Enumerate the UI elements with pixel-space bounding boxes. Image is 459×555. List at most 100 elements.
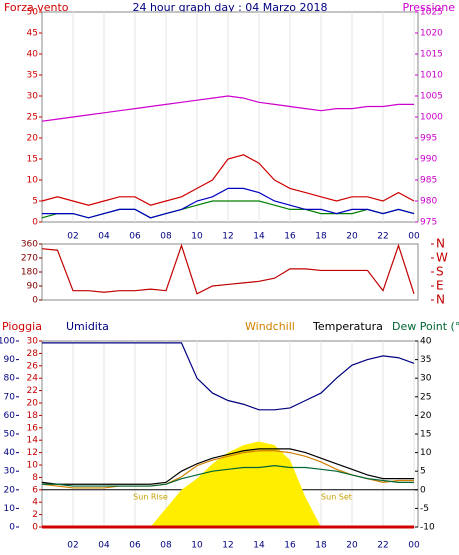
y-tick-label: 45 (27, 29, 38, 39)
y-tick-label: 20 (27, 134, 39, 144)
x-tick-label: 08 (160, 232, 172, 242)
x-tick-label: 18 (315, 232, 327, 242)
y-tick-label: 90 (27, 282, 39, 292)
y3-tick-label: 22 (27, 386, 38, 396)
y-tick-label: 30 (27, 92, 39, 102)
y-tick-label: 0 (9, 523, 15, 533)
y2-tick-label: 25 (420, 392, 431, 402)
y3-tick-label: 12 (27, 448, 38, 458)
y2-tick-label: 20 (420, 411, 432, 421)
y3-tick-label: 2 (32, 510, 38, 520)
x-tick-label: 14 (253, 232, 265, 242)
series-line (41, 95, 414, 122)
y2-tick-label: 1020 (420, 29, 443, 39)
legend-entry: Windchill (245, 320, 295, 333)
y2-tick-label: 985 (420, 176, 437, 186)
title: 24 hour graph day : 04 Marzo 2018 (132, 1, 327, 14)
y3-tick-label: 8 (32, 473, 38, 483)
y2-tick-label: E (436, 279, 444, 293)
plot-frame (41, 11, 419, 223)
y2-tick-label: 1025 (420, 8, 443, 18)
y-tick-label: 40 (27, 50, 39, 60)
y-tick-label: 70 (4, 392, 16, 402)
x-tick-label: 12 (222, 232, 233, 242)
y-tick-label: 270 (21, 254, 38, 264)
x-tick-label: 04 (98, 232, 110, 242)
x-tick-label: 14 (253, 541, 265, 551)
y-tick-label: 25 (27, 113, 38, 123)
x-tick-label: 10 (191, 232, 203, 242)
y-tick-label: 0 (32, 296, 38, 306)
y3-tick-label: 4 (32, 498, 38, 508)
y2-tick-label: N (436, 237, 445, 251)
y-tick-label: 90 (4, 355, 16, 365)
legend-entry: Pioggia (2, 320, 42, 333)
y2-tick-label: 40 (420, 337, 432, 347)
x-tick-label: 04 (98, 541, 110, 551)
y2-tick-label: 1015 (420, 50, 443, 60)
legend-entry: Temperatura (312, 320, 383, 333)
y3-tick-label: 28 (27, 349, 39, 359)
y3-tick-label: 0 (32, 523, 38, 533)
annotation: Sun Set (321, 493, 352, 502)
x-tick-label: 02 (67, 232, 78, 242)
y3-tick-label: 30 (27, 337, 39, 347)
x-tick-label: 06 (129, 541, 141, 551)
y-tick-label: 0 (32, 218, 38, 228)
series-line (41, 448, 414, 485)
x-tick-label: 20 (346, 232, 358, 242)
y2-tick-label: 30 (420, 374, 432, 384)
y-tick-label: 10 (27, 176, 39, 186)
legend-entry: Dew Point (°C (392, 320, 459, 333)
series-line (42, 465, 414, 487)
x-tick-label: 16 (284, 541, 296, 551)
y-tick-label: 50 (27, 8, 39, 18)
y-tick-label: 180 (21, 268, 38, 278)
y-tick-label: 10 (4, 504, 16, 514)
y3-tick-label: 20 (27, 399, 39, 409)
series-line (41, 154, 415, 206)
y2-tick-label: S (436, 265, 444, 279)
plot-frame (41, 243, 419, 301)
y2-tick-label: 0 (420, 485, 426, 495)
solar-area (42, 441, 414, 527)
x-tick-label: 12 (222, 541, 233, 551)
y2-tick-label: 990 (420, 155, 437, 165)
pressure-axis-label: Pressione (403, 1, 456, 14)
y-tick-label: 20 (4, 485, 16, 495)
y-tick-label: 360 (21, 240, 38, 250)
legend-entry: Umidita (66, 320, 109, 333)
y-tick-label: 5 (32, 197, 38, 207)
y2-tick-label: 5 (420, 467, 426, 477)
y-tick-label: 100 (0, 337, 15, 347)
y2-tick-label: 1010 (420, 71, 443, 81)
series-line (42, 187, 415, 219)
x-tick-label: 06 (129, 232, 141, 242)
y2-tick-label: -5 (420, 504, 429, 514)
series-line (42, 342, 415, 411)
y-tick-label: 30 (4, 467, 16, 477)
y2-tick-label: 35 (420, 355, 431, 365)
y-tick-label: 60 (4, 411, 16, 421)
x-tick-label: 08 (160, 541, 172, 551)
y-tick-label: 40 (4, 448, 16, 458)
x-tick-label: 00 (408, 232, 420, 242)
y2-tick-label: W (436, 251, 448, 265)
y2-tick-label: 15 (420, 430, 431, 440)
y2-tick-label: 1005 (420, 92, 443, 102)
y2-tick-label: 980 (420, 197, 437, 207)
x-tick-label: 00 (408, 541, 420, 551)
y2-tick-label: 995 (420, 134, 437, 144)
x-tick-label: 02 (67, 541, 78, 551)
y3-tick-label: 16 (27, 423, 39, 433)
y-tick-label: 35 (27, 71, 38, 81)
series-line (41, 243, 415, 295)
y2-tick-label: -10 (420, 523, 435, 533)
y3-tick-label: 10 (27, 461, 39, 471)
y3-tick-label: 14 (27, 436, 39, 446)
x-tick-label: 16 (284, 232, 296, 242)
y-tick-label: 50 (4, 430, 16, 440)
y-tick-label: 80 (4, 374, 16, 384)
annotation: Sun Rise (133, 493, 168, 502)
